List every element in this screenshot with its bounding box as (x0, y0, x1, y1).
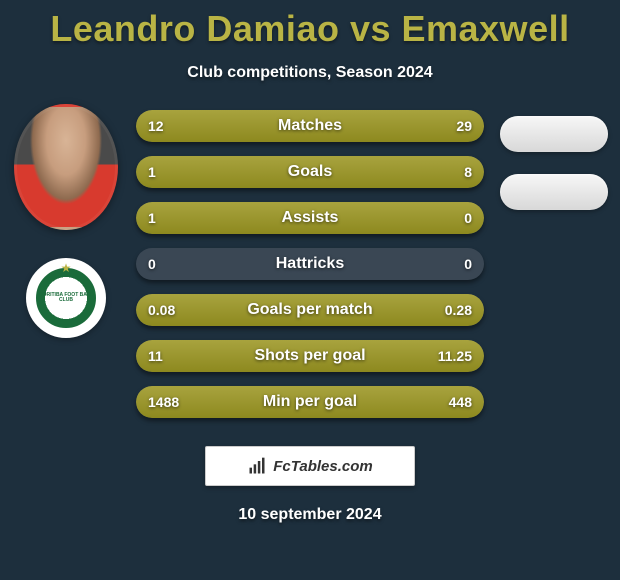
player-avatar (14, 104, 118, 230)
stat-value-left: 1488 (148, 386, 179, 418)
player-left-column: ★ CORITIBA FOOT BALL CLUB (6, 104, 126, 338)
club-right-placeholder (500, 174, 608, 210)
stat-value-right: 0 (464, 248, 472, 280)
stat-value-right: 11.25 (438, 340, 472, 372)
stat-fill-right (213, 294, 484, 326)
footer-date: 10 september 2024 (0, 506, 620, 524)
player-right-column (494, 116, 614, 210)
stat-fill-right (237, 110, 484, 142)
star-icon: ★ (61, 261, 72, 275)
stat-row: 1229Matches (136, 110, 484, 142)
stat-row: 0 0Hattricks (136, 248, 484, 280)
stat-value-right: 0 (464, 202, 472, 234)
stat-bars: 1229Matches18Goals10Assists00Hattricks0.… (136, 110, 484, 418)
stat-value-right: 0.28 (445, 294, 472, 326)
player-right-placeholder (500, 116, 608, 152)
stat-value-left: 1 (148, 156, 156, 188)
stat-value-right: 29 (456, 110, 472, 142)
stat-row: 1111.25Shots per goal (136, 340, 484, 372)
stat-row: 0.080.28Goals per match (136, 294, 484, 326)
comparison-panel: ★ CORITIBA FOOT BALL CLUB 1229Matches18G… (0, 110, 620, 418)
stat-fill-right (174, 156, 484, 188)
page-title: Leandro Damiao vs Emaxwell (0, 0, 620, 50)
stat-fill-left (136, 202, 484, 234)
stat-row: 18Goals (136, 156, 484, 188)
chart-icon (247, 456, 267, 476)
club-badge-text: CORITIBA FOOT BALL CLUB (39, 293, 93, 304)
brand-text: FcTables.com (273, 458, 372, 475)
stat-value-left: 11 (148, 340, 163, 372)
page-subtitle: Club competitions, Season 2024 (0, 64, 620, 82)
brand-badge[interactable]: FcTables.com (205, 446, 415, 486)
stat-value-right: 448 (449, 386, 472, 418)
stat-label: Hattricks (136, 248, 484, 280)
club-badge: ★ CORITIBA FOOT BALL CLUB (26, 258, 106, 338)
club-badge-inner: ★ CORITIBA FOOT BALL CLUB (36, 268, 96, 328)
stat-value-left: 0 (148, 248, 156, 280)
stat-row: 1488448Min per goal (136, 386, 484, 418)
stat-value-left: 1 (148, 202, 156, 234)
stat-value-left: 12 (148, 110, 164, 142)
stat-row: 10Assists (136, 202, 484, 234)
stat-value-left: 0.08 (148, 294, 175, 326)
stat-value-right: 8 (464, 156, 472, 188)
